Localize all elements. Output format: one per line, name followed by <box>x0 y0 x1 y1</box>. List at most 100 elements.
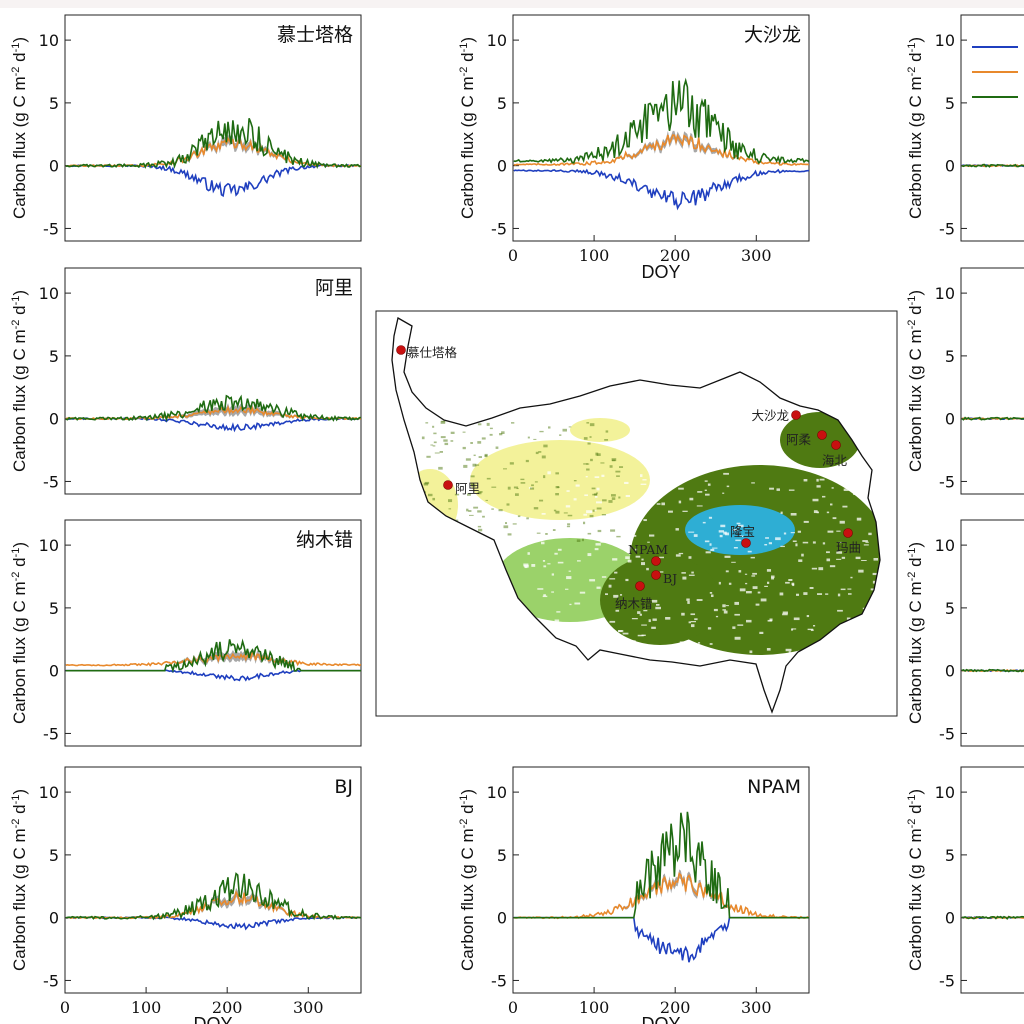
speckle <box>527 552 530 555</box>
speckle <box>438 466 443 470</box>
speckle <box>477 423 482 426</box>
speckle <box>689 497 694 501</box>
speckle <box>832 517 837 520</box>
y-tick-label: 0 <box>945 909 955 928</box>
speckle <box>817 593 823 595</box>
speckle <box>788 579 793 581</box>
speckle <box>473 506 479 509</box>
panel-title: NPAM <box>747 776 801 798</box>
speckle <box>608 641 614 644</box>
speckle <box>542 595 548 598</box>
y-tick-label: -5 <box>491 219 507 238</box>
speckle <box>751 575 756 577</box>
speckle <box>734 636 741 640</box>
series-group <box>513 77 809 211</box>
speckle <box>486 477 491 480</box>
speckle <box>641 562 646 566</box>
speckle <box>608 584 612 588</box>
speckle <box>528 519 534 522</box>
speckle <box>733 547 738 549</box>
speckle <box>825 593 829 595</box>
speckle <box>637 634 644 637</box>
speckle <box>547 563 551 565</box>
y-tick-label: 0 <box>49 662 59 681</box>
speckle <box>765 537 769 539</box>
speckle <box>592 509 595 512</box>
speckle <box>559 434 562 436</box>
speckle <box>470 475 475 478</box>
speckle <box>609 620 616 623</box>
speckle <box>722 604 726 608</box>
speckle <box>611 494 616 497</box>
y-tick-label: 10 <box>935 31 955 50</box>
speckle <box>615 470 621 473</box>
speckle <box>767 581 770 584</box>
landcover-yellow-north <box>570 418 630 442</box>
speckle <box>470 442 473 444</box>
speckle <box>856 517 862 521</box>
speckle <box>503 468 507 470</box>
speckle <box>785 648 792 652</box>
speckle <box>642 479 647 481</box>
y-axis-label: Carbon flux (g C m-2 d-1) <box>906 542 925 724</box>
speckle <box>605 593 608 596</box>
speckle <box>816 511 819 514</box>
y-tick-label: 10 <box>39 536 59 555</box>
speckle <box>725 532 730 536</box>
speckle <box>454 519 459 522</box>
speckle <box>688 531 695 533</box>
speckle <box>554 619 560 622</box>
speckle <box>764 544 768 546</box>
speckle <box>621 532 628 535</box>
speckle <box>813 625 816 627</box>
speckle <box>782 611 788 614</box>
speckle <box>705 551 711 554</box>
series-line-green <box>961 915 1024 920</box>
speckle <box>541 513 546 515</box>
speckle <box>594 510 597 512</box>
speckle <box>803 520 809 523</box>
speckle <box>746 619 752 623</box>
speckle <box>563 512 568 514</box>
site-marker-npam <box>651 556 661 566</box>
speckle <box>547 471 551 475</box>
speckle <box>440 436 446 439</box>
speckle <box>565 588 569 590</box>
speckle <box>736 522 741 525</box>
speckle <box>595 495 598 498</box>
speckle <box>708 516 713 519</box>
speckle <box>440 421 446 424</box>
x-tick-label: 200 <box>212 998 243 1017</box>
speckle <box>506 503 510 506</box>
speckle <box>813 510 818 514</box>
speckle <box>746 591 752 594</box>
speckle <box>541 525 546 528</box>
speckle <box>567 523 571 526</box>
y-axis-label: Carbon flux (g C m-2 d-1) <box>10 37 29 219</box>
speckle <box>734 601 740 605</box>
top-band <box>0 0 1024 8</box>
site-marker-haibei <box>831 440 841 450</box>
y-tick-label: 0 <box>497 157 507 176</box>
speckle <box>768 699 772 702</box>
speckle <box>577 560 581 562</box>
speckle <box>620 543 626 547</box>
speckle <box>625 495 631 497</box>
speckle <box>728 582 732 585</box>
speckle <box>641 513 644 517</box>
speckle <box>723 610 728 614</box>
speckle <box>843 488 849 491</box>
speckle <box>796 593 800 596</box>
speckle <box>444 442 449 446</box>
speckle <box>450 431 455 434</box>
speckle <box>477 525 482 528</box>
speckle <box>826 551 830 554</box>
speckle <box>551 573 555 576</box>
speckle <box>640 474 643 477</box>
speckle <box>512 523 517 525</box>
speckle <box>687 601 690 604</box>
speckle <box>712 547 718 549</box>
speckle <box>769 487 774 490</box>
speckle <box>818 567 824 571</box>
